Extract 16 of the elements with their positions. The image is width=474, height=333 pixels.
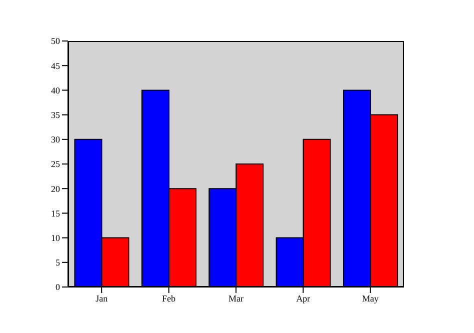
- y-tick-label: 0: [56, 282, 60, 292]
- x-tick-label: May: [362, 293, 380, 304]
- x-tick-label: Mar: [228, 293, 244, 304]
- y-tick-label: 25: [51, 159, 60, 170]
- x-tick-label: Jan: [96, 293, 108, 304]
- y-tick-label: 15: [51, 208, 60, 218]
- y-tick-label: 45: [51, 60, 60, 71]
- y-tick-label: 50: [51, 36, 60, 46]
- x-tick-label: Feb: [162, 293, 176, 304]
- y-tick-label: 20: [51, 184, 60, 194]
- y-tick-label: 10: [51, 232, 60, 243]
- y-tick-label: 35: [51, 110, 60, 120]
- y-tick-label: 5: [56, 258, 60, 268]
- x-tick-label: Apr: [296, 293, 310, 304]
- y-tick-label: 30: [51, 134, 60, 145]
- y-tick-label: 40: [51, 85, 60, 96]
